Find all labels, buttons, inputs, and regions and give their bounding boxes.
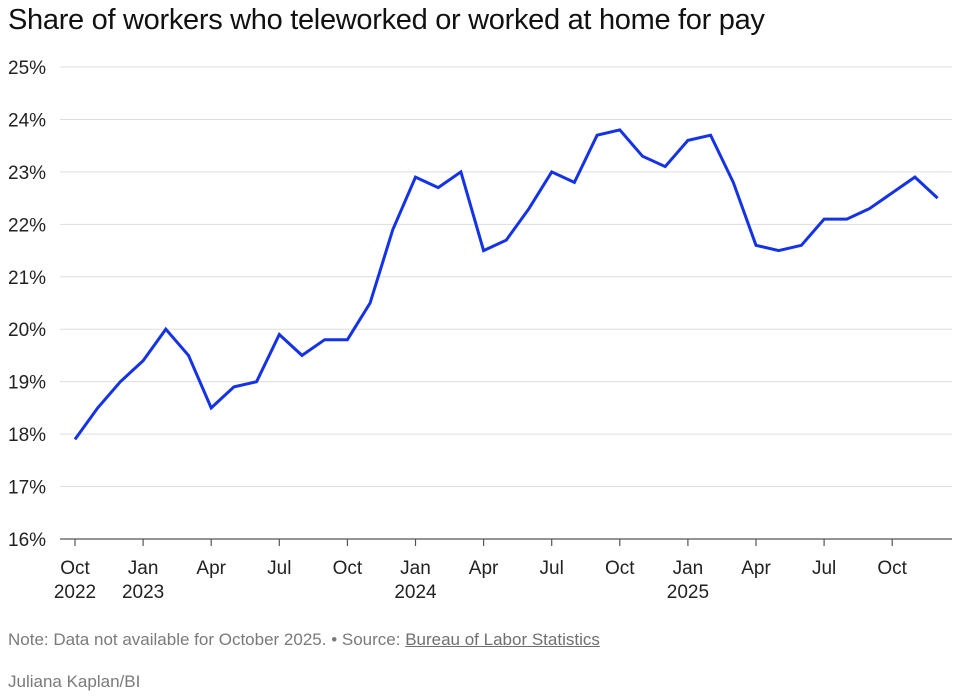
- x-tick-label: Oct: [60, 558, 90, 579]
- x-tick-label: Apr: [741, 558, 771, 579]
- source-prefix: Source:: [341, 630, 406, 649]
- x-tick-label: Jan: [400, 558, 431, 579]
- author-credit: Juliana Kaplan/BI: [8, 672, 141, 691]
- y-tick-label: 23%: [8, 163, 46, 184]
- series-line: [73, 128, 939, 441]
- x-tick-label: Oct: [877, 558, 907, 579]
- separator-dot: •: [326, 630, 342, 649]
- y-tick-label: 20%: [8, 320, 46, 341]
- source-link[interactable]: Bureau of Labor Statistics: [405, 630, 600, 649]
- x-tick-label: Apr: [469, 558, 499, 579]
- y-axis: 16% 17% 18% 19% 20% 21% 22% 23% 24% 25%: [8, 58, 46, 551]
- x-tick-year-label: 2022: [54, 582, 96, 603]
- x-tick-label: Jan: [673, 558, 704, 579]
- chart-title: Share of workers who teleworked or worke…: [8, 4, 765, 36]
- y-tick-label: 22%: [8, 215, 46, 236]
- x-tick-year-label: 2024: [394, 582, 437, 603]
- x-tick-label: Jul: [812, 558, 836, 579]
- y-tick-label: 17%: [8, 478, 46, 499]
- gridlines: [60, 66, 952, 540]
- y-tick-label: 24%: [8, 110, 46, 131]
- x-tick-label: Jan: [128, 558, 159, 579]
- x-tick-label: Oct: [605, 558, 635, 579]
- x-axis: Oct 2022 Jan 2023 Apr Jul Oct Jan 2024 Apr Jul Oct J…: [54, 539, 908, 603]
- y-tick-label: 19%: [8, 373, 46, 394]
- footer-note: Note: Data not available for October 202…: [8, 630, 600, 650]
- x-tick-label: Apr: [196, 558, 226, 579]
- line-chart: 16% 17% 18% 19% 20% 21% 22% 23% 24% 25% Oct 2022 Ja…: [8, 58, 952, 603]
- y-tick-label: 18%: [8, 425, 46, 446]
- x-tick-label: Jul: [267, 558, 291, 579]
- y-tick-label: 16%: [8, 530, 46, 551]
- x-tick-year-label: 2025: [667, 582, 709, 603]
- y-tick-label: 25%: [8, 58, 46, 79]
- note-text: Note: Data not available for October 202…: [8, 630, 327, 649]
- x-tick-year-label: 2023: [122, 582, 164, 603]
- x-tick-label: Oct: [333, 558, 363, 579]
- y-tick-label: 21%: [8, 268, 46, 289]
- series: [73, 128, 939, 441]
- x-tick-label: Jul: [540, 558, 564, 579]
